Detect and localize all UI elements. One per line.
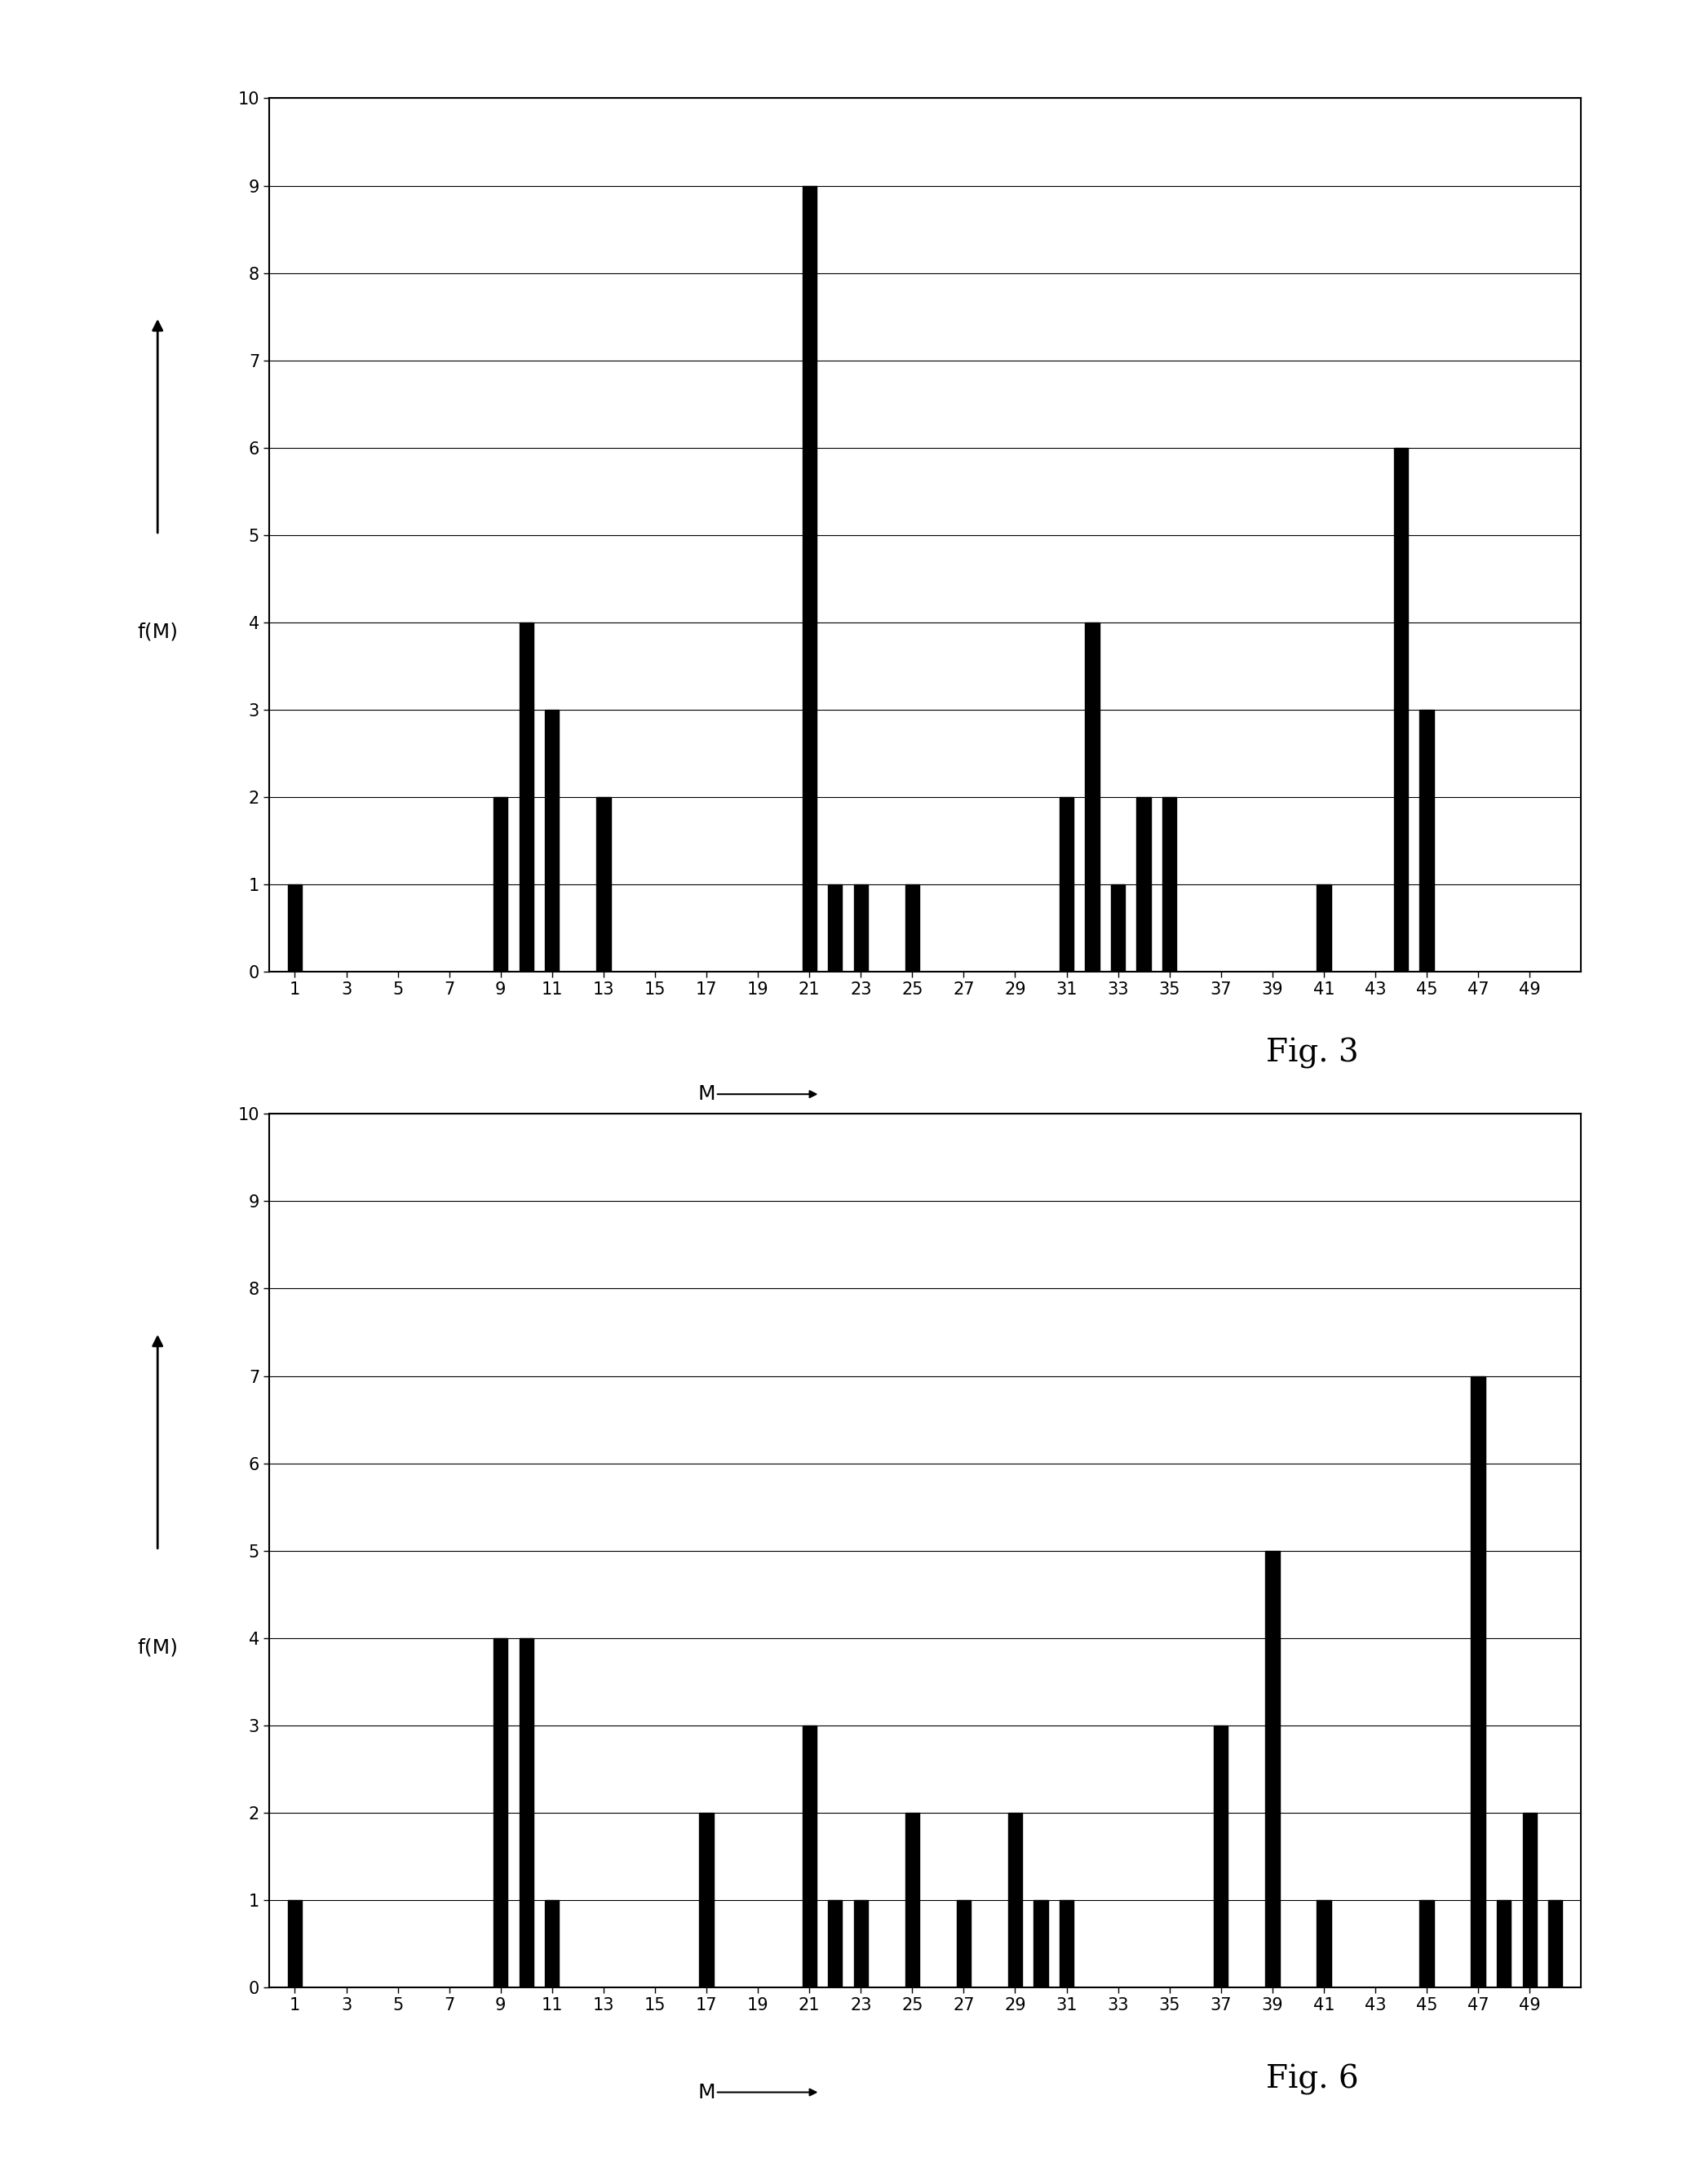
Bar [1214, 1725, 1228, 1987]
Bar [1112, 885, 1125, 972]
Bar [1394, 448, 1408, 972]
Text: f(M): f(M) [138, 1638, 178, 1658]
Bar [802, 186, 816, 972]
Bar [1034, 1900, 1048, 1987]
Bar [1060, 797, 1073, 972]
Bar [1317, 1900, 1330, 1987]
Bar [1522, 1813, 1537, 1987]
Bar [597, 797, 611, 972]
Bar [1549, 1900, 1563, 1987]
Bar [1472, 1376, 1485, 1987]
Bar [854, 885, 868, 972]
Bar [288, 1900, 303, 1987]
Bar [1060, 1900, 1073, 1987]
Bar [1420, 1900, 1433, 1987]
Bar [520, 622, 533, 972]
Bar [1497, 1900, 1510, 1987]
Bar [905, 1813, 920, 1987]
Bar [1162, 797, 1177, 972]
Bar [905, 885, 920, 972]
Bar [1317, 885, 1330, 972]
Bar [493, 797, 508, 972]
Bar [828, 885, 843, 972]
Text: M: M [698, 2084, 715, 2101]
Bar [288, 885, 303, 972]
Text: Fig. 3: Fig. 3 [1265, 1037, 1359, 1068]
Text: f(M): f(M) [138, 622, 178, 642]
Text: Fig. 6: Fig. 6 [1265, 2064, 1359, 2094]
Bar [545, 710, 558, 972]
Bar [828, 1900, 843, 1987]
Bar [957, 1900, 971, 1987]
Bar [1420, 710, 1433, 972]
Bar [493, 1638, 508, 1987]
Bar [1265, 1551, 1280, 1987]
Bar [1008, 1813, 1023, 1987]
Bar [1137, 797, 1150, 972]
Bar [1085, 622, 1100, 972]
Bar [854, 1900, 868, 1987]
Text: M: M [698, 1085, 715, 1103]
Bar [802, 1725, 816, 1987]
Bar [520, 1638, 533, 1987]
Bar [700, 1813, 713, 1987]
Bar [545, 1900, 558, 1987]
